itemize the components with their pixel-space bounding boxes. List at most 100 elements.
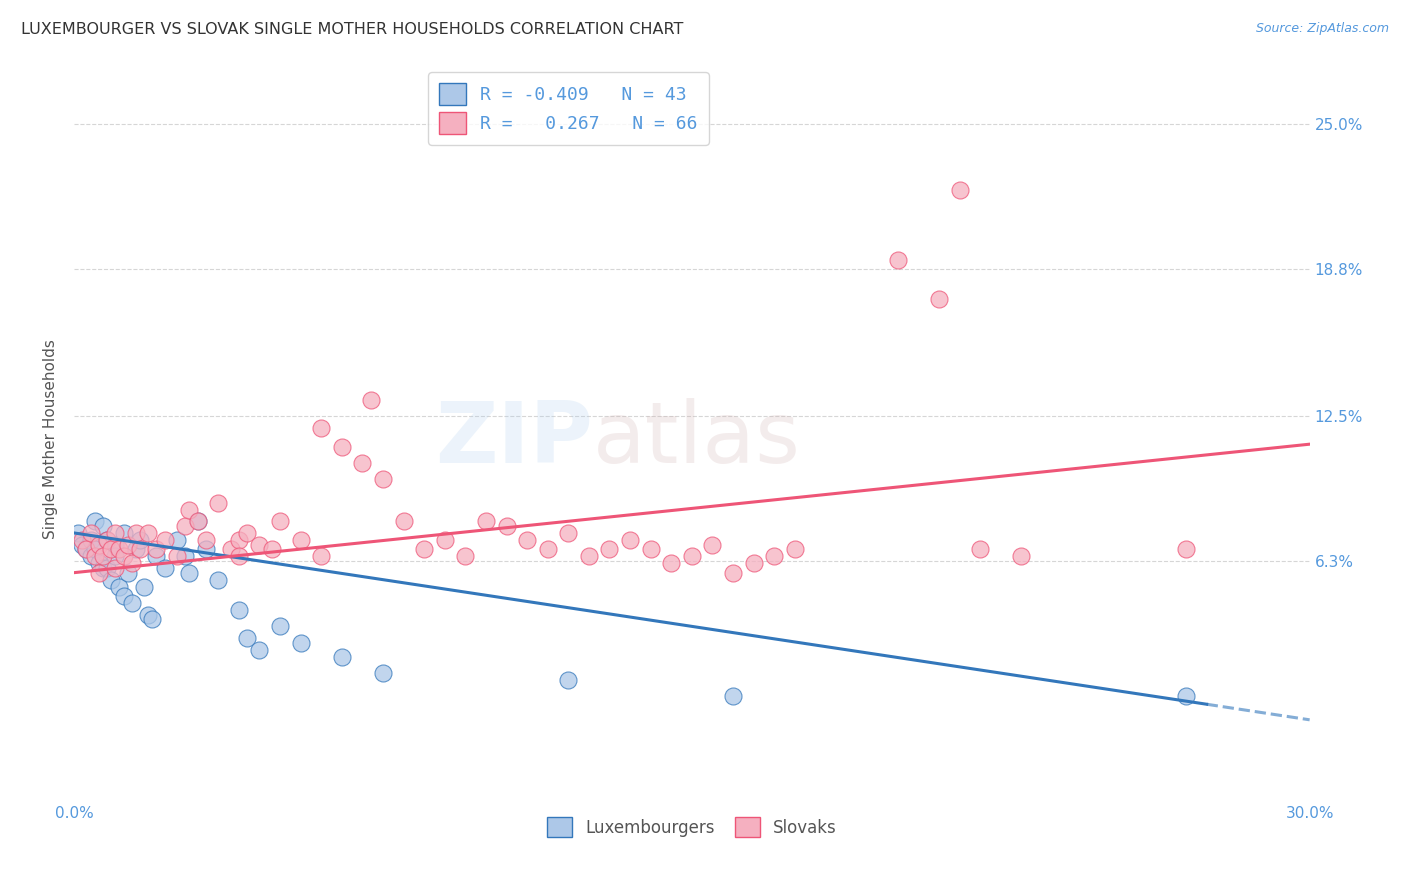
Point <box>290 636 312 650</box>
Point <box>83 514 105 528</box>
Point <box>537 542 560 557</box>
Point <box>681 549 703 564</box>
Point <box>96 561 118 575</box>
Point <box>598 542 620 557</box>
Point <box>174 549 197 564</box>
Point <box>309 549 332 564</box>
Point <box>87 557 110 571</box>
Point <box>121 596 143 610</box>
Point <box>153 533 176 547</box>
Point <box>413 542 436 557</box>
Point <box>112 589 135 603</box>
Point <box>112 549 135 564</box>
Point <box>228 603 250 617</box>
Point <box>108 542 131 557</box>
Point <box>96 533 118 547</box>
Point <box>1175 542 1198 557</box>
Point <box>125 542 148 557</box>
Point <box>228 549 250 564</box>
Text: LUXEMBOURGER VS SLOVAK SINGLE MOTHER HOUSEHOLDS CORRELATION CHART: LUXEMBOURGER VS SLOVAK SINGLE MOTHER HOU… <box>21 22 683 37</box>
Point <box>153 561 176 575</box>
Point <box>104 549 127 564</box>
Point <box>702 538 724 552</box>
Point <box>187 514 209 528</box>
Point <box>91 549 114 564</box>
Point <box>783 542 806 557</box>
Point <box>454 549 477 564</box>
Point <box>269 514 291 528</box>
Point <box>619 533 641 547</box>
Point <box>87 538 110 552</box>
Point <box>309 421 332 435</box>
Point <box>659 557 682 571</box>
Point <box>141 612 163 626</box>
Y-axis label: Single Mother Households: Single Mother Households <box>44 340 58 540</box>
Point <box>433 533 456 547</box>
Point <box>194 533 217 547</box>
Point <box>887 252 910 267</box>
Point <box>330 649 353 664</box>
Point <box>100 573 122 587</box>
Point <box>179 502 201 516</box>
Point <box>249 642 271 657</box>
Point <box>83 549 105 564</box>
Point <box>207 495 229 509</box>
Point <box>948 183 970 197</box>
Point <box>112 525 135 540</box>
Point <box>79 549 101 564</box>
Point <box>91 519 114 533</box>
Point <box>360 392 382 407</box>
Point <box>87 566 110 580</box>
Point <box>640 542 662 557</box>
Point <box>83 542 105 557</box>
Point <box>132 580 155 594</box>
Point <box>129 542 152 557</box>
Point <box>969 542 991 557</box>
Point <box>207 573 229 587</box>
Point <box>371 666 394 681</box>
Point <box>136 607 159 622</box>
Point <box>928 293 950 307</box>
Point <box>136 525 159 540</box>
Point <box>475 514 498 528</box>
Point <box>75 542 97 557</box>
Point <box>72 538 94 552</box>
Point <box>104 561 127 575</box>
Point <box>721 566 744 580</box>
Point <box>121 557 143 571</box>
Point <box>100 542 122 557</box>
Point <box>79 533 101 547</box>
Point <box>96 533 118 547</box>
Point <box>145 542 167 557</box>
Point <box>236 631 259 645</box>
Point <box>129 533 152 547</box>
Point <box>578 549 600 564</box>
Point <box>179 566 201 580</box>
Point <box>219 542 242 557</box>
Point <box>187 514 209 528</box>
Point <box>516 533 538 547</box>
Point <box>260 542 283 557</box>
Point <box>67 525 90 540</box>
Point <box>72 533 94 547</box>
Point <box>330 440 353 454</box>
Point <box>371 472 394 486</box>
Point <box>1010 549 1032 564</box>
Point <box>763 549 786 564</box>
Point <box>91 561 114 575</box>
Legend: Luxembourgers, Slovaks: Luxembourgers, Slovaks <box>540 810 844 844</box>
Point <box>108 580 131 594</box>
Text: Source: ZipAtlas.com: Source: ZipAtlas.com <box>1256 22 1389 36</box>
Point <box>236 525 259 540</box>
Point <box>117 566 139 580</box>
Point <box>1175 690 1198 704</box>
Point <box>79 525 101 540</box>
Point <box>557 525 579 540</box>
Point <box>228 533 250 547</box>
Point <box>742 557 765 571</box>
Point <box>352 456 374 470</box>
Point <box>392 514 415 528</box>
Point <box>166 549 188 564</box>
Point <box>117 538 139 552</box>
Point <box>495 519 517 533</box>
